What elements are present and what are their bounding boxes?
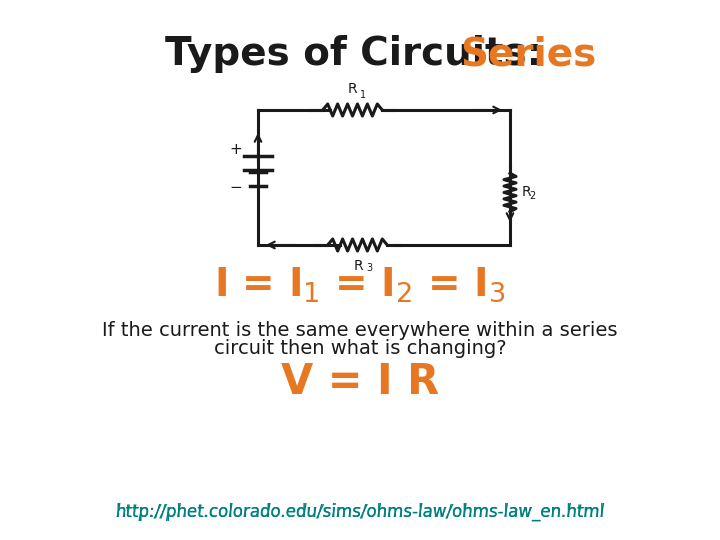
Text: V = I R: V = I R — [281, 361, 439, 403]
Text: R: R — [354, 259, 363, 273]
Text: Series: Series — [460, 35, 596, 73]
Text: Types of Circuits:: Types of Circuits: — [165, 35, 556, 73]
Text: circuit then what is changing?: circuit then what is changing? — [214, 339, 506, 357]
Text: http://phet.colorado.edu/sims/ohms-law/ohms-law_en.html: http://phet.colorado.edu/sims/ohms-law/o… — [115, 503, 605, 521]
Text: +: + — [230, 143, 243, 158]
Text: −: − — [230, 180, 243, 195]
Text: http://phet.colorado.edu/sims/ohms-law/ohms-law_en.html: http://phet.colorado.edu/sims/ohms-law/o… — [115, 503, 605, 521]
Text: 2: 2 — [529, 191, 535, 201]
Text: R: R — [347, 82, 357, 96]
Text: 3: 3 — [366, 263, 372, 273]
Text: I = I$_1$ = I$_2$ = I$_3$: I = I$_1$ = I$_2$ = I$_3$ — [214, 266, 506, 305]
Text: 1: 1 — [360, 90, 366, 100]
Text: If the current is the same everywhere within a series: If the current is the same everywhere wi… — [102, 321, 618, 340]
Text: R: R — [522, 185, 531, 199]
